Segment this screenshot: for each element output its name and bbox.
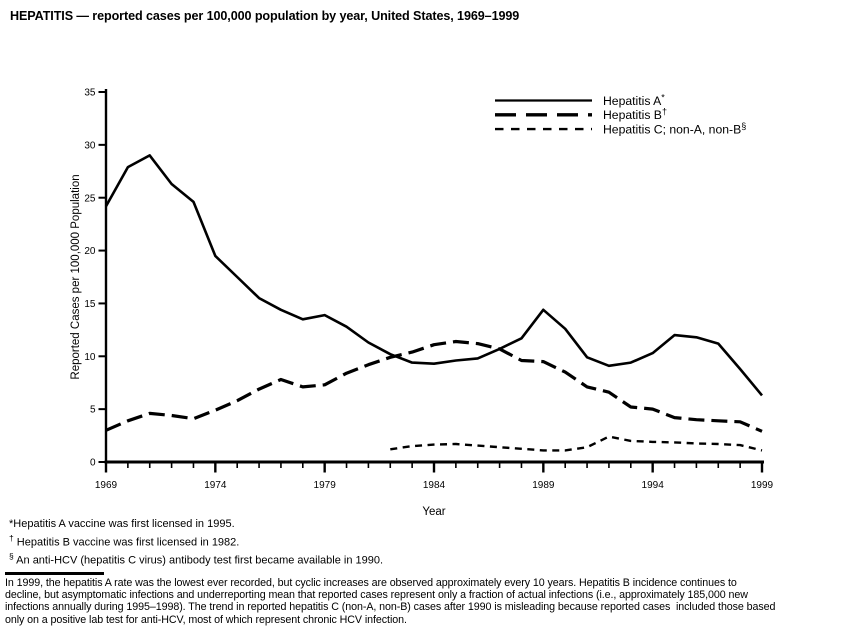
x-tick-label: 1989 [532, 480, 555, 491]
y-tick-label: 25 [84, 193, 96, 204]
y-tick-label: 10 [84, 352, 96, 363]
y-tick-label: 30 [84, 140, 96, 151]
y-tick-label: 35 [84, 88, 96, 99]
legend-label-hepatitis-a: Hepatitis A* [603, 92, 665, 108]
commentary-line: only on a positive lab test for anti-HCV… [5, 613, 407, 626]
y-tick-label: 0 [90, 458, 96, 469]
x-tick-label: 1984 [423, 480, 446, 491]
footnote-divider [5, 572, 104, 575]
footnote-symbol-dagger: † [9, 532, 14, 543]
commentary: In 1999, the hepatitis A rate was the lo… [5, 577, 863, 626]
x-tick-label: 1969 [95, 480, 118, 491]
footnote-hepatitis-a: *Hepatitis A vaccine was first licensed … [9, 518, 383, 532]
footnote-symbol-asterisk: * [9, 518, 14, 530]
footnote-text: Hepatitis A vaccine was first licensed i… [13, 518, 235, 530]
y-tick-label: 5 [90, 405, 96, 416]
footnote-text: An anti-HCV (hepatitis C virus) antibody… [13, 554, 384, 567]
footnote-text: Hepatitis B vaccine was first licensed i… [13, 536, 240, 549]
legend-label-hepatitis-c-non-a-non-b: Hepatitis C; non-A, non-B§ [603, 121, 746, 137]
footnote-hepatitis-c: § An anti-HCV (hepatitis C virus) antibo… [9, 550, 383, 568]
footnote-symbol-section: § [9, 550, 14, 561]
chart-svg: 0 5 10 15 20 25 30 35 1969 1974 1979 1984 1989 1994 19… [70, 88, 774, 516]
x-tick-label: 1974 [204, 480, 227, 491]
series-hepatitis-a [104, 154, 764, 397]
series-hepatitis-c-non-a-non-b [390, 435, 763, 452]
commentary-line: infections annually during 1995–1998). T… [5, 601, 776, 614]
y-tick-label: 20 [84, 246, 96, 257]
x-tick-label: 1979 [314, 480, 337, 491]
x-tick-label: 1994 [642, 480, 665, 491]
y-axis-title: Reported Cases per 100,000 Population [70, 174, 82, 379]
legend-label-hepatitis-b: Hepatitis B† [603, 107, 667, 123]
commentary-line: decline, but asymptomatic infections and… [5, 589, 748, 602]
chart-title: HEPATITIS — reported cases per 100,000 p… [10, 9, 520, 23]
footnotes: *Hepatitis A vaccine was first licensed … [9, 518, 383, 568]
x-axis-title: Year [422, 506, 445, 516]
commentary-line: In 1999, the hepatitis A rate was the lo… [5, 577, 737, 589]
x-tick-label: 1999 [751, 480, 774, 491]
y-tick-label: 15 [84, 299, 96, 310]
footnote-hepatitis-b: † Hepatitis B vaccine was first licensed… [9, 532, 383, 550]
series-hepatitis-b [105, 339, 763, 433]
